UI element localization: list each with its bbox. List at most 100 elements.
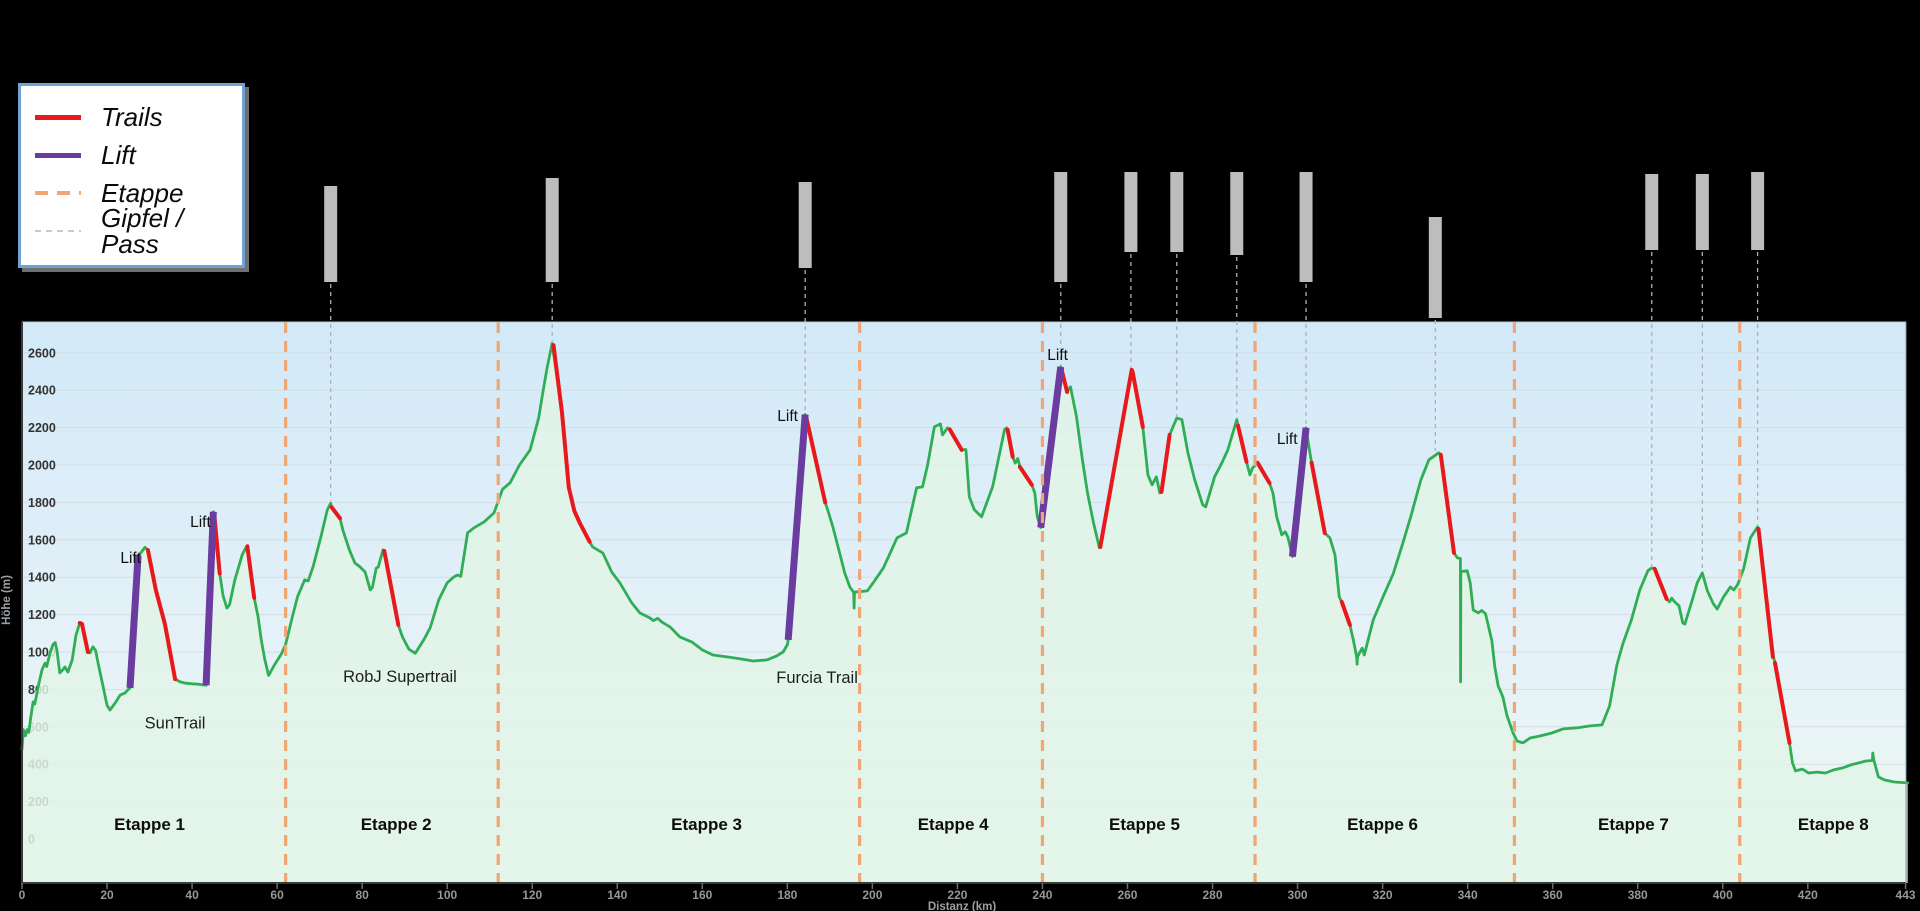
stage-label-etappe-4: Etappe 4 bbox=[918, 815, 989, 834]
trail-segment-5 bbox=[329, 505, 342, 521]
x-axis-tick-label-240: 240 bbox=[1032, 888, 1052, 902]
x-axis-tick-label-160: 160 bbox=[692, 888, 712, 902]
summit-bar-9 bbox=[1428, 217, 1442, 318]
summit-bar-1 bbox=[324, 186, 338, 282]
x-axis-tick-label-180: 180 bbox=[777, 888, 797, 902]
summit-bar-5 bbox=[1124, 172, 1138, 252]
x-axis-tick-label-100: 100 bbox=[437, 888, 457, 902]
summit-bar-10 bbox=[1645, 174, 1659, 250]
legend-item-trails: Trails bbox=[35, 98, 242, 136]
trail-segment-7 bbox=[551, 343, 592, 544]
trail-name-label-suntrail: SunTrail bbox=[145, 715, 206, 733]
summit-bar-8 bbox=[1299, 172, 1313, 282]
trail-segment-10 bbox=[1005, 427, 1015, 459]
x-axis-tick-label-443: 443 bbox=[1896, 888, 1916, 902]
y-axis-tick-label-2600: 2600 bbox=[28, 346, 56, 360]
summit-bar-12 bbox=[1751, 172, 1765, 250]
summit-bar-7 bbox=[1230, 172, 1244, 255]
legend: Trails Lift Etappe Gipfel / Pass bbox=[18, 83, 245, 268]
trail-segment-2 bbox=[145, 548, 178, 682]
lift-segment-4 bbox=[1037, 366, 1065, 529]
trail-segment-21 bbox=[1756, 527, 1775, 659]
trail-segment-19 bbox=[1438, 452, 1456, 555]
trail-segment-20 bbox=[1652, 566, 1669, 601]
lift-segment-2 bbox=[202, 511, 217, 686]
y-axis-tick-label-1800: 1800 bbox=[28, 496, 56, 510]
summit-bar-4 bbox=[1054, 172, 1068, 282]
x-axis-tick-label-400: 400 bbox=[1713, 888, 1733, 902]
stage-label-etappe-2: Etappe 2 bbox=[361, 815, 432, 834]
x-axis-tick-label-80: 80 bbox=[355, 888, 369, 902]
stage-label-etappe-3: Etappe 3 bbox=[671, 815, 742, 834]
x-axis-tick-label-200: 200 bbox=[862, 888, 882, 902]
lift-label-3: Lift bbox=[777, 408, 798, 425]
legend-item-lift: Lift bbox=[35, 136, 242, 174]
lift-label-5: Lift bbox=[1277, 431, 1298, 448]
x-axis-tick-label-320: 320 bbox=[1373, 888, 1393, 902]
x-axis-tick-label-360: 360 bbox=[1543, 888, 1563, 902]
summit-bar-2 bbox=[545, 178, 559, 282]
y-axis-tick-label-1400: 1400 bbox=[28, 571, 56, 585]
summit-bar-6 bbox=[1170, 172, 1184, 252]
trails-line-icon bbox=[35, 114, 81, 120]
trail-segment-1 bbox=[77, 621, 90, 654]
etappe-dashed-line-icon bbox=[35, 191, 81, 195]
x-axis-tick-label-340: 340 bbox=[1458, 888, 1478, 902]
elevation-profile-line bbox=[20, 342, 1910, 785]
x-axis-tick-label-120: 120 bbox=[522, 888, 542, 902]
lift-line-icon bbox=[35, 152, 81, 158]
y-axis-tick-label-2400: 2400 bbox=[28, 384, 56, 398]
lift-segment-1 bbox=[126, 555, 142, 689]
lift-segment-5 bbox=[1288, 427, 1310, 557]
trail-segment-4 bbox=[245, 544, 257, 600]
lift-segment-3 bbox=[784, 414, 809, 641]
legend-item-gipfel-pass: Gipfel / Pass bbox=[35, 205, 242, 257]
summit-bar-11 bbox=[1695, 174, 1709, 250]
trail-segment-6 bbox=[382, 549, 401, 627]
trail-segment-13 bbox=[1098, 367, 1145, 549]
x-axis-title: Distanz (km) bbox=[928, 901, 997, 911]
lift-label-2: Lift bbox=[190, 514, 211, 531]
trail-segment-9 bbox=[947, 427, 964, 452]
y-axis-title: Höhe (m) bbox=[1, 575, 13, 625]
trail-segment-15 bbox=[1236, 423, 1249, 464]
y-axis-tick-label-1600: 1600 bbox=[28, 533, 56, 547]
trail-segment-11 bbox=[1017, 464, 1034, 487]
y-axis-tick-label-1200: 1200 bbox=[28, 608, 56, 622]
x-axis-tick-label-0: 0 bbox=[19, 888, 26, 902]
x-axis-tick-label-300: 300 bbox=[1288, 888, 1308, 902]
stage-label-etappe-6: Etappe 6 bbox=[1347, 815, 1418, 834]
legend-label-gipfel-pass: Gipfel / Pass bbox=[101, 203, 184, 259]
trail-segment-17 bbox=[1309, 460, 1327, 536]
legend-label-lift: Lift bbox=[101, 140, 136, 170]
trail-name-label-robj-supertrail: RobJ Supertrail bbox=[343, 668, 457, 686]
lift-label-1: Lift bbox=[120, 550, 141, 567]
stage-label-etappe-7: Etappe 7 bbox=[1598, 815, 1669, 834]
profile-area-fill bbox=[22, 343, 1908, 883]
legend-label-etappe: Etappe bbox=[101, 178, 184, 208]
x-axis-tick-label-60: 60 bbox=[270, 888, 284, 902]
x-axis-tick-label-420: 420 bbox=[1798, 888, 1818, 902]
x-axis-tick-label-20: 20 bbox=[100, 888, 114, 902]
trail-name-label-furcia-trail: Furcia Trail bbox=[776, 669, 858, 687]
stage-label-etappe-8: Etappe 8 bbox=[1798, 815, 1869, 834]
x-axis-tick-label-40: 40 bbox=[185, 888, 199, 902]
stage-label-etappe-5: Etappe 5 bbox=[1109, 815, 1180, 834]
gipfel-pass-dashed-line-icon bbox=[35, 230, 81, 232]
x-axis-tick-label-380: 380 bbox=[1628, 888, 1648, 902]
trail-segment-16 bbox=[1255, 460, 1272, 485]
trail-segment-22 bbox=[1773, 661, 1792, 745]
summit-bar-3 bbox=[798, 182, 812, 268]
x-axis-tick-label-280: 280 bbox=[1203, 888, 1223, 902]
legend-item-etappe: Etappe bbox=[35, 174, 242, 212]
x-axis-tick-label-220: 220 bbox=[947, 888, 967, 902]
y-axis-tick-label-2000: 2000 bbox=[28, 459, 56, 473]
trail-segment-8 bbox=[804, 416, 828, 505]
x-axis-tick-label-140: 140 bbox=[607, 888, 627, 902]
trail-segment-18 bbox=[1339, 599, 1352, 627]
stage-label-etappe-1: Etappe 1 bbox=[114, 815, 185, 834]
lift-label-4: Lift bbox=[1047, 347, 1068, 364]
x-axis-tick-label-260: 260 bbox=[1117, 888, 1137, 902]
